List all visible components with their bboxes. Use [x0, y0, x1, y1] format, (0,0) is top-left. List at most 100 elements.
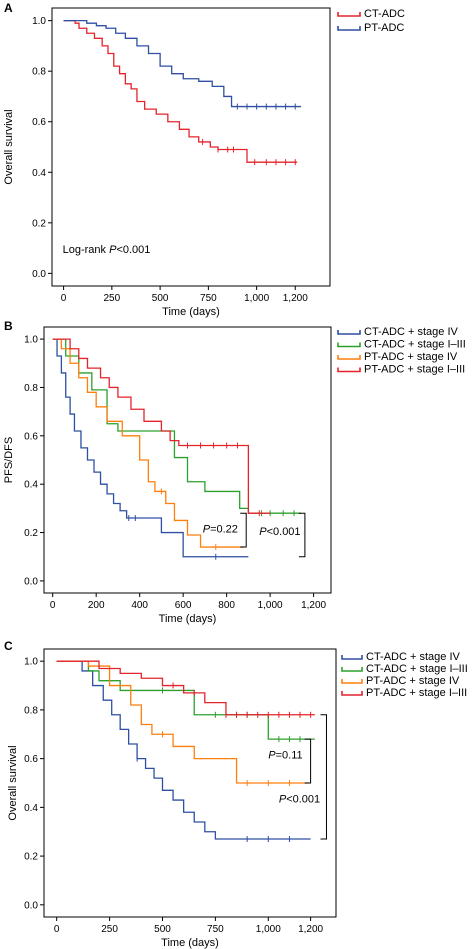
annotation-p: P [279, 793, 287, 805]
annotation-value: =0.22 [210, 524, 238, 536]
plot-frame [51, 7, 331, 287]
series-line-3 [56, 660, 315, 716]
x-tick-label: 0 [61, 293, 67, 304]
annotation-p: P [259, 526, 267, 538]
annotation-p: P [109, 244, 117, 256]
x-tick-label: 1,000 [244, 293, 269, 304]
x-tick-label: 1,200 [283, 293, 308, 304]
legend-label: PT-ADC + stage IV [364, 351, 458, 363]
annotation-0: Log-rank P<0.001 [63, 244, 151, 256]
x-axis-title: Time (days) [159, 613, 217, 625]
series-line-0 [63, 19, 298, 163]
annotation-value: <0.001 [116, 244, 150, 256]
x-tick-label: 250 [101, 924, 118, 935]
legend-label: PT-ADC + stage IV [366, 675, 460, 687]
plot-frame [43, 326, 332, 594]
series-line-1 [63, 19, 302, 108]
legend-swatch [337, 330, 361, 335]
y-tick-label: 1.0 [24, 657, 38, 668]
y-axis-title: PFS/DFS [3, 437, 15, 483]
y-tick-label: 0.6 [24, 754, 38, 765]
y-tick-label: 0.2 [24, 528, 38, 539]
significance-bracket [320, 714, 327, 840]
legend-label: PT-ADC + stage I–III [364, 364, 465, 376]
x-tick-label: 400 [131, 600, 148, 611]
x-tick-label: 1,200 [298, 924, 323, 935]
legend-label: CT-ADC + stage IV [364, 326, 459, 338]
legend-swatch [341, 655, 363, 660]
significance-bracket [304, 738, 312, 784]
y-tick-label: 0.8 [24, 705, 38, 716]
series-line-3 [52, 338, 271, 514]
x-axis-title: Time (days) [161, 937, 219, 949]
y-tick-label: 0.0 [24, 900, 38, 911]
x-tick-label: 750 [207, 924, 224, 935]
y-tick-label: 0.2 [24, 852, 38, 863]
x-tick-label: 750 [200, 293, 217, 304]
y-tick-label: 0.4 [32, 168, 46, 179]
x-tick-label: 0 [54, 924, 60, 935]
legend-label: PT-ADC [364, 22, 404, 34]
x-tick-label: 250 [104, 293, 121, 304]
chart-panel-a: A 0.0 0.2 0.4 0.6 0.8 1.0 0 250 500 750 1,000 1,200 T… [3, 1, 405, 318]
annotation-0: P=0.11 [268, 750, 302, 762]
chart-panel-c: C 0.0 0.2 0.4 0.6 0.8 1.0 0 250 500 750 1,000 1,200 T… [4, 639, 468, 949]
x-tick-label: 0 [50, 600, 56, 611]
y-tick-label: 0.0 [24, 576, 38, 587]
y-tick-label: 0.8 [24, 383, 38, 394]
y-tick-label: 0.6 [24, 431, 38, 442]
panel-letter: C [4, 639, 13, 653]
legend-swatch [341, 679, 363, 684]
y-tick-label: 0.6 [32, 117, 46, 128]
x-tick-label: 500 [152, 293, 169, 304]
legend-swatch [337, 12, 361, 17]
significance-bracket [298, 512, 306, 558]
x-tick-label: 1,200 [301, 600, 326, 611]
y-tick-label: 0.4 [24, 480, 38, 491]
series-line-2 [56, 660, 309, 784]
series-line-1 [56, 660, 315, 740]
legend-label: CT-ADC + stage I–III [366, 663, 468, 675]
annotation-value: <0.001 [267, 526, 301, 538]
legend-swatch [341, 667, 363, 672]
legend: CT-ADC PT-ADC [337, 8, 405, 34]
annotation-value: =0.11 [276, 750, 303, 762]
y-axis-title: Overall survival [7, 745, 19, 820]
y-tick-label: 1.0 [32, 16, 46, 27]
y-tick-label: 0.2 [32, 218, 46, 229]
series-line-2 [52, 338, 245, 548]
chart-panel-b: B 0.0 0.2 0.4 0.6 0.8 1.0 0 200 400 600 800 1,000 1,2… [3, 319, 466, 625]
x-tick-label: 200 [88, 600, 105, 611]
x-axis-title: Time (days) [162, 306, 220, 318]
legend-label: CT-ADC + stage IV [366, 651, 461, 663]
annotation-value: <0.001 [286, 793, 320, 805]
x-tick-label: 500 [154, 924, 171, 935]
annotation-1: P<0.001 [259, 526, 300, 538]
series-line-1 [52, 338, 301, 514]
legend-label: CT-ADC [364, 8, 405, 20]
x-tick-label: 1,000 [256, 924, 281, 935]
plot-frame [43, 648, 337, 918]
legend-swatch [337, 367, 361, 373]
legend-label: PT-ADC + stage I–III [366, 687, 467, 699]
annotation-text: Log-rank [63, 244, 109, 256]
x-tick-label: 600 [175, 600, 192, 611]
annotation-p: P [203, 524, 211, 536]
annotation-p: P [268, 750, 276, 762]
legend-label: CT-ADC + stage I–III [364, 339, 466, 351]
y-axis-title: Overall survival [3, 109, 15, 184]
y-tick-label: 0.8 [32, 67, 46, 78]
x-tick-label: 1,000 [258, 600, 283, 611]
y-tick-label: 0.4 [24, 803, 38, 814]
legend-swatch [337, 342, 361, 348]
legend-swatch [337, 355, 361, 360]
panel-letter: B [4, 319, 13, 333]
annotation-0: P=0.22 [203, 524, 238, 536]
legend-swatch [337, 26, 361, 31]
annotation-1: P<0.001 [279, 793, 320, 805]
panel-letter: A [4, 1, 13, 15]
legend-swatch [341, 691, 363, 696]
significance-bracket [240, 512, 247, 548]
